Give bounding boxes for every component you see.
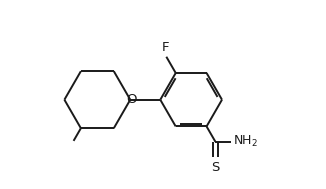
Text: S: S	[211, 161, 220, 174]
Text: O: O	[126, 93, 136, 106]
Text: F: F	[162, 41, 169, 54]
Text: NH$_2$: NH$_2$	[233, 134, 258, 149]
